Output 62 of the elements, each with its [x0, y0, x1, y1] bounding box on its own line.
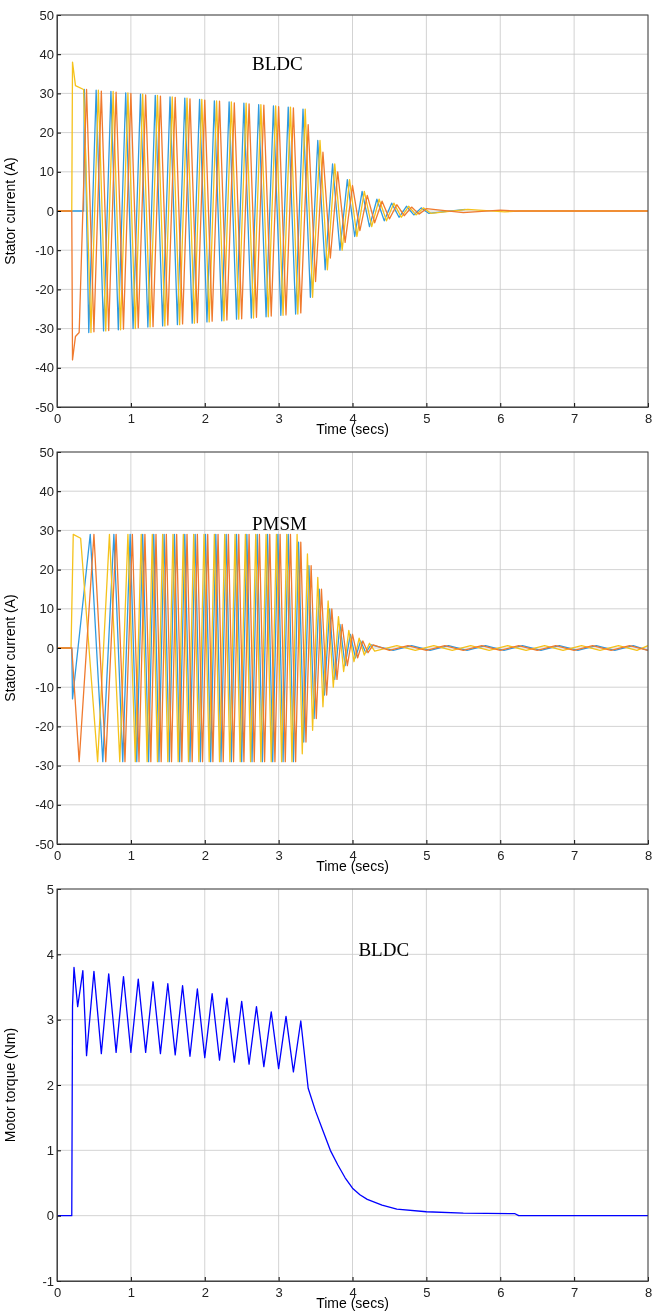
x-tick-label: 2: [201, 848, 209, 863]
x-tick-label: 8: [644, 1285, 652, 1300]
y-tick-label: -1: [42, 1273, 54, 1289]
annotation: PMSM: [252, 513, 308, 535]
y-tick-label: 50: [39, 444, 54, 460]
y-tick-label: 5: [46, 881, 54, 897]
x-tick-label: 1: [127, 1285, 135, 1300]
annotation: BLDC: [358, 938, 410, 960]
y-axis-title: Stator current (A): [2, 157, 18, 265]
y-tick-label: -10: [35, 679, 54, 695]
y-tick-label: -20: [35, 282, 54, 298]
y-tick-label: -30: [35, 321, 54, 337]
y-axis-title: Motor torque (Nm): [2, 1027, 18, 1143]
y-tick-label: 40: [39, 483, 54, 499]
y-tick-label: 10: [39, 164, 54, 180]
x-tick-label: 8: [644, 411, 652, 426]
x-tick-label: 5: [423, 848, 431, 863]
line-series: [56, 88, 649, 361]
x-tick-label: 2: [201, 1285, 209, 1300]
x-tick-label: 5: [423, 1285, 431, 1300]
y-tick-label: -20: [35, 719, 54, 735]
y-tick-label: -10: [35, 242, 54, 258]
y-tick-label: -40: [35, 360, 54, 376]
y-tick-label: 10: [39, 601, 54, 617]
x-tick-label: 7: [571, 1285, 579, 1300]
line-series: [56, 966, 649, 1217]
x-tick-label: 1: [127, 848, 135, 863]
y-tick-label: -40: [35, 797, 54, 813]
y-tick-label: 1: [46, 1142, 54, 1158]
x-axis-title: Time (secs): [316, 858, 389, 874]
y-tick-label: 20: [39, 125, 54, 141]
y-tick-label: 0: [46, 1208, 54, 1224]
x-tick-label: 5: [423, 411, 431, 426]
y-tick-label: 40: [39, 46, 54, 62]
y-tick-label: -50: [35, 836, 54, 852]
x-tick-label: 3: [275, 1285, 283, 1300]
y-tick-label: 0: [46, 640, 54, 656]
x-tick-label: 7: [571, 848, 579, 863]
y-tick-label: 30: [39, 86, 54, 102]
y-tick-label: 4: [46, 946, 54, 962]
y-tick-label: -50: [35, 399, 54, 415]
x-tick-label: 7: [571, 411, 579, 426]
x-tick-label: 3: [275, 848, 283, 863]
x-tick-label: 6: [497, 848, 505, 863]
y-tick-label: 50: [39, 7, 54, 23]
y-tick-label: 0: [46, 203, 54, 219]
x-axis-title: Time (secs): [316, 1295, 389, 1311]
x-tick-label: 3: [275, 411, 283, 426]
y-tick-label: 20: [39, 562, 54, 578]
x-tick-label: 8: [644, 848, 652, 863]
y-tick-label: 2: [46, 1077, 54, 1093]
x-tick-label: 6: [497, 1285, 505, 1300]
x-tick-label: 6: [497, 411, 505, 426]
x-tick-label: 2: [201, 411, 209, 426]
x-axis-title: Time (secs): [316, 421, 389, 437]
y-tick-label: 30: [39, 523, 54, 539]
annotation: BLDC: [252, 52, 303, 74]
line-series: [56, 533, 649, 763]
x-tick-label: 1: [127, 411, 135, 426]
y-tick-label: -30: [35, 758, 54, 774]
y-axis-title: Stator current (A): [2, 594, 18, 702]
y-tick-label: 3: [46, 1012, 54, 1028]
